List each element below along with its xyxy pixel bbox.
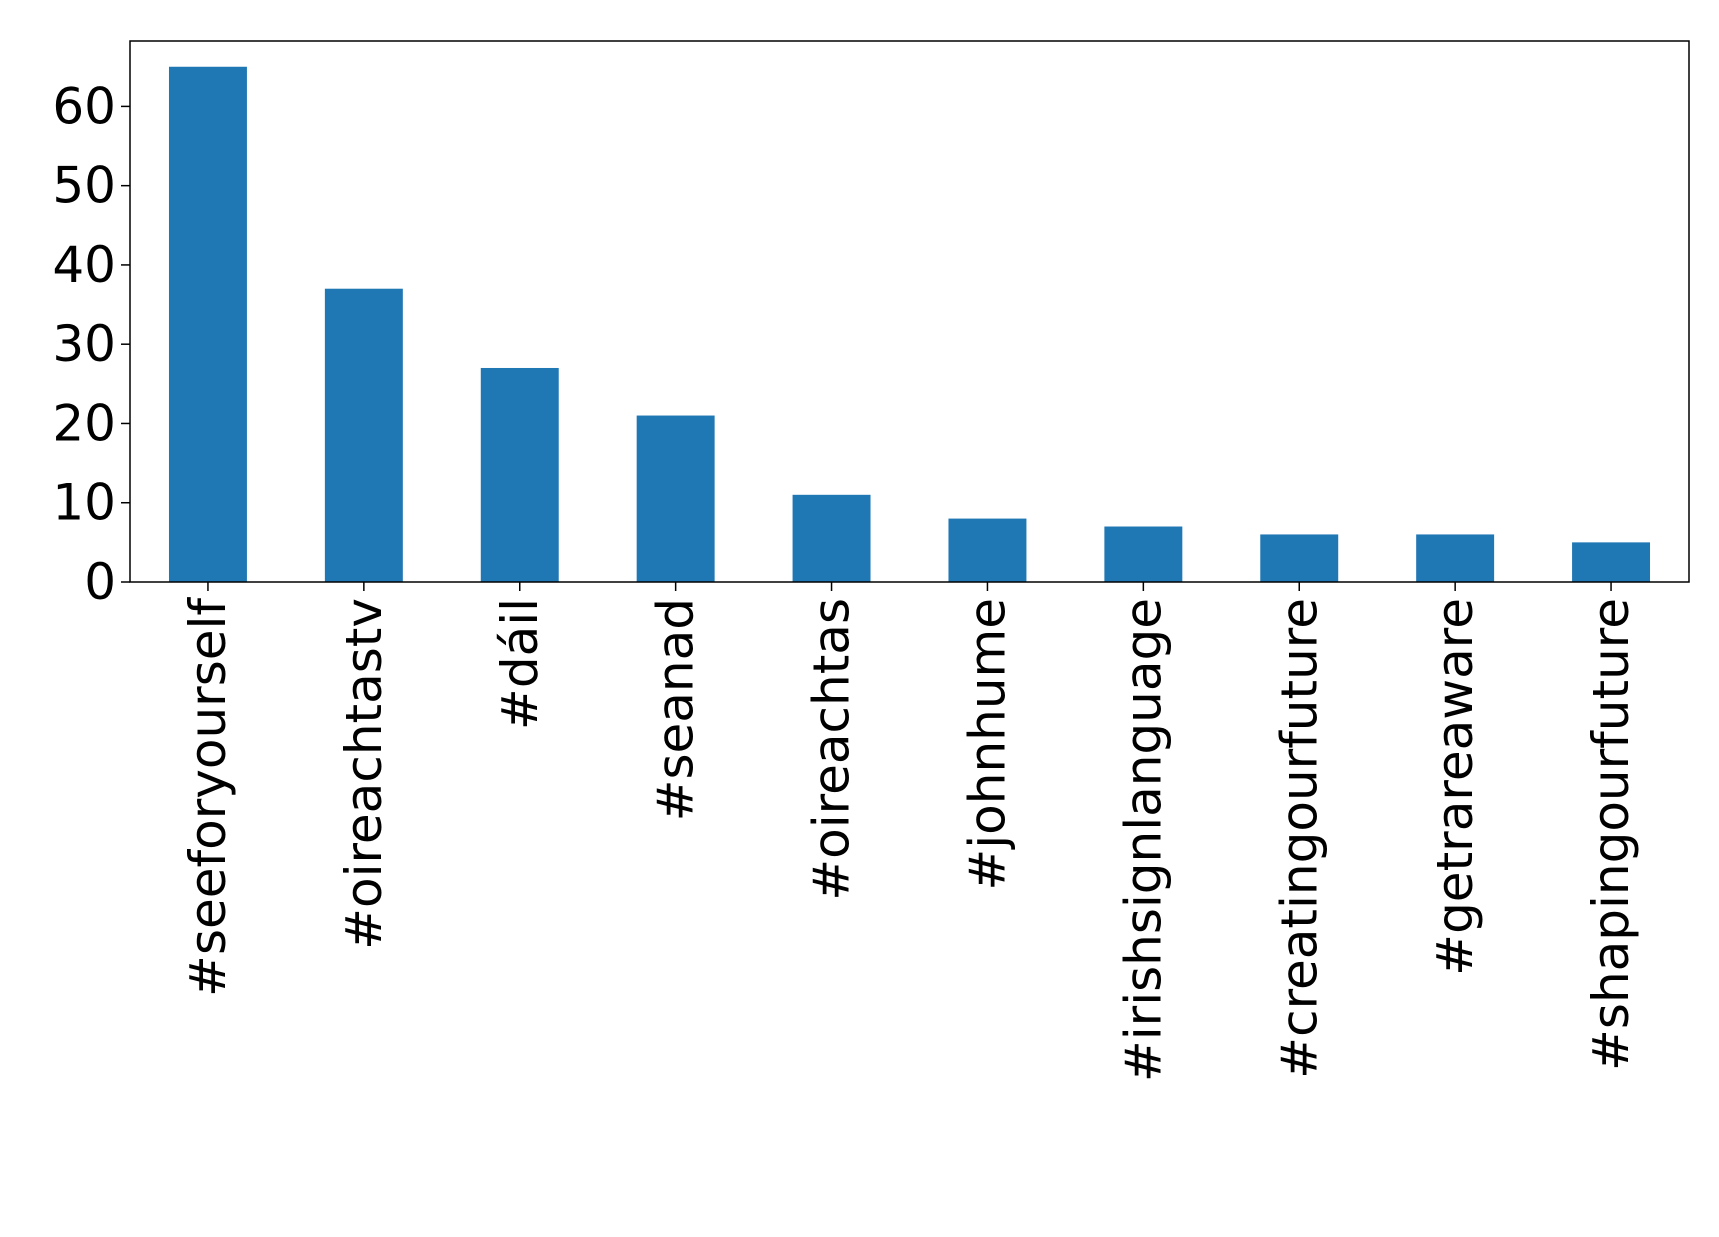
x-tick-label-2: #dáil xyxy=(491,598,549,730)
x-tick-label-8: #getrareaware xyxy=(1426,598,1484,976)
y-tick-label-2: 20 xyxy=(52,394,116,452)
x-tick-label-4: #oireachtas xyxy=(803,598,861,901)
bar-1 xyxy=(324,288,403,582)
bar-2 xyxy=(480,367,559,582)
x-axis: #seeforyourself #oireachtastv #dáil #seanad… xyxy=(179,582,1640,1082)
x-tick-label-3: #seanad xyxy=(647,598,705,821)
bar-0 xyxy=(168,66,247,582)
x-tick-label-7: #creatingourfuture xyxy=(1270,598,1328,1079)
y-tick-label-4: 40 xyxy=(52,236,116,294)
bar-4 xyxy=(792,494,871,582)
x-tick-label-1: #oireachtastv xyxy=(335,598,393,950)
bar-7 xyxy=(1260,534,1339,582)
bar-8 xyxy=(1416,534,1495,582)
y-tick-label-3: 30 xyxy=(52,315,116,373)
bar-3 xyxy=(636,415,715,582)
x-tick-label-6: #irishsignlanguage xyxy=(1114,598,1172,1082)
bars xyxy=(168,66,1651,582)
x-tick-label-9: #shapingourfuture xyxy=(1582,598,1640,1071)
y-tick-label-0: 0 xyxy=(84,553,116,611)
y-tick-label-6: 60 xyxy=(52,77,116,135)
bar-9 xyxy=(1572,542,1651,582)
bar-5 xyxy=(948,518,1027,582)
y-axis: 0 10 20 30 40 50 60 xyxy=(52,77,130,611)
x-tick-label-5: #johnhume xyxy=(958,598,1016,891)
x-tick-label-0: #seeforyourself xyxy=(179,597,237,997)
y-tick-label-1: 10 xyxy=(52,474,116,532)
plot-frame xyxy=(129,40,1690,583)
y-tick-label-5: 50 xyxy=(52,157,116,215)
bar-6 xyxy=(1104,526,1183,582)
